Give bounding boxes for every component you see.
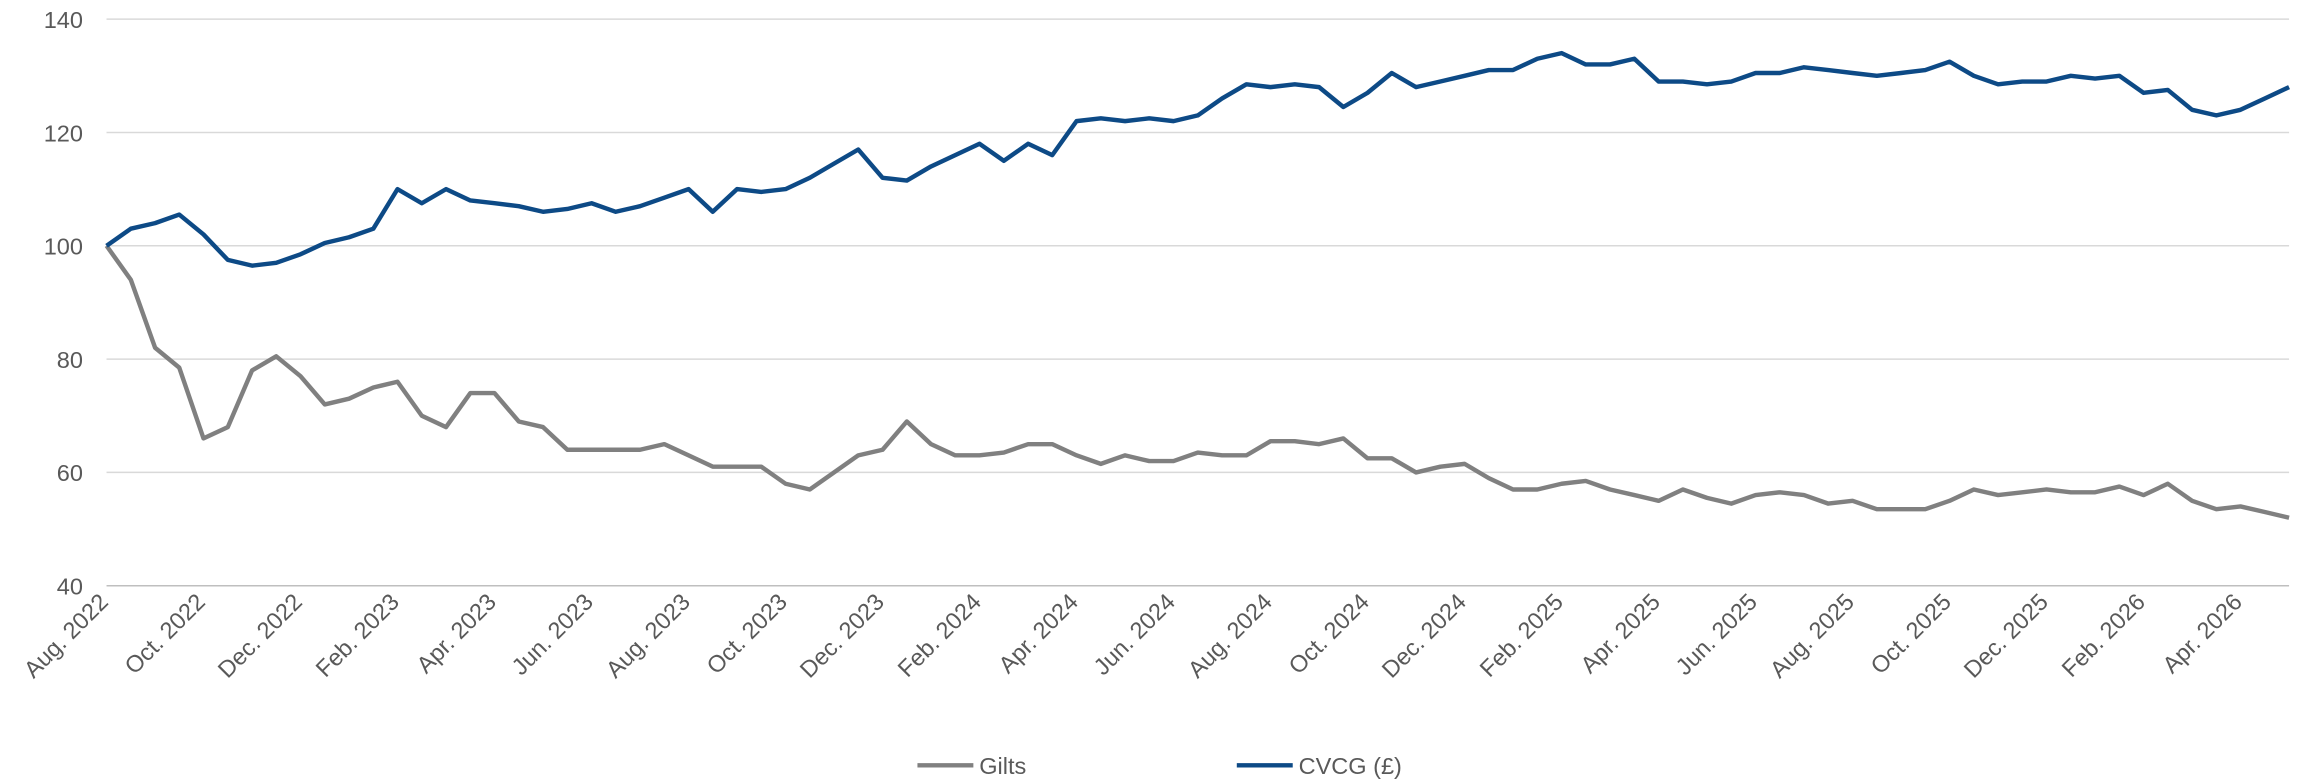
legend-label: CVCG (£) (1299, 753, 1402, 779)
x-tick-label: Oct. 2022 (119, 589, 210, 680)
y-tick-label: 120 (44, 120, 83, 146)
y-tick-label: 140 (44, 7, 83, 33)
x-tick-label: Aug. 2024 (1183, 589, 1277, 683)
x-tick-label: Apr. 2023 (411, 589, 501, 679)
y-tick-label: 80 (57, 347, 83, 373)
x-tick-label: Feb. 2024 (893, 589, 986, 682)
x-tick-label: Apr. 2024 (993, 589, 1083, 679)
x-tick-label: Dec. 2022 (213, 589, 307, 683)
y-tick-label: 40 (57, 574, 83, 600)
x-tick-label: Dec. 2024 (1377, 589, 1471, 683)
x-tick-label: Dec. 2023 (795, 589, 889, 683)
x-tick-label: Jun. 2023 (507, 589, 598, 680)
x-tick-label: Aug. 2023 (601, 589, 695, 683)
x-tick-label: Aug. 2022 (19, 589, 113, 683)
y-tick-label: 100 (44, 234, 83, 260)
x-tick-label: Oct. 2024 (1284, 589, 1375, 680)
x-tick-label: Apr. 2026 (2157, 589, 2247, 679)
x-tick-label: Jun. 2025 (1671, 589, 1762, 680)
x-tick-label: Feb. 2023 (311, 589, 404, 682)
x-tick-label: Oct. 2025 (1866, 589, 1957, 680)
legend-label: Gilts (979, 753, 1026, 779)
x-tick-label: Aug. 2025 (1765, 589, 1859, 683)
series-line (104, 244, 2290, 520)
x-tick-label: Dec. 2025 (1959, 589, 2053, 683)
series-line (105, 50, 2290, 268)
x-tick-label: Apr. 2025 (1575, 589, 1665, 679)
x-tick-label: Oct. 2023 (701, 589, 792, 680)
x-tick-label: Feb. 2025 (1475, 589, 1568, 682)
x-tick-label: Jun. 2024 (1089, 589, 1180, 680)
x-tick-label: Feb. 2026 (2057, 589, 2150, 682)
y-tick-label: 60 (57, 460, 83, 486)
